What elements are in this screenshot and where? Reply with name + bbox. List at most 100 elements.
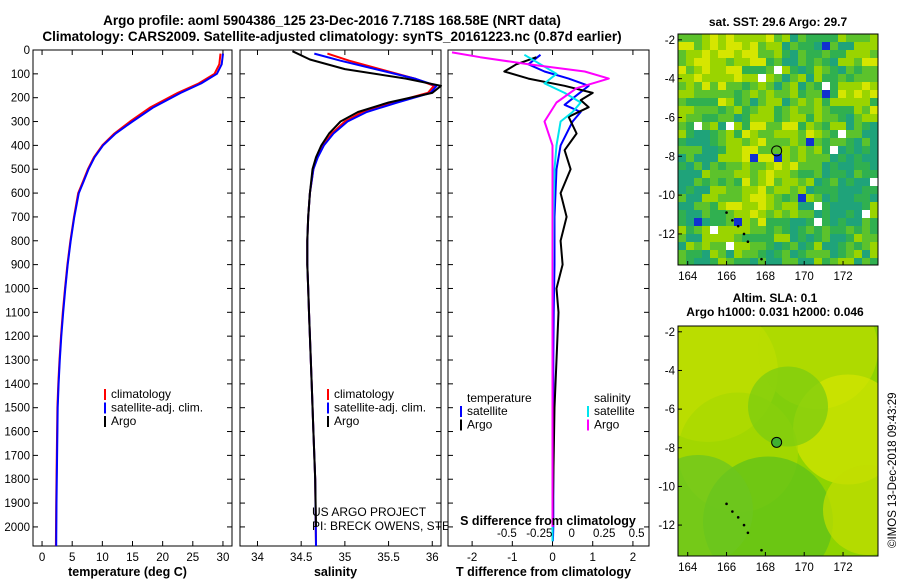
map-cell xyxy=(782,250,791,259)
map-cell xyxy=(742,210,751,219)
map-cell xyxy=(814,58,823,67)
map-cell xyxy=(870,170,878,179)
map-cell xyxy=(678,194,687,203)
map-cell xyxy=(718,210,727,219)
map-cell xyxy=(814,50,823,59)
map-cell xyxy=(742,106,751,115)
map-cell xyxy=(758,146,767,155)
map-cell xyxy=(862,90,871,99)
map-cell xyxy=(822,154,831,163)
map-y-tick-label: -4 xyxy=(665,365,676,377)
map-cell xyxy=(710,258,719,265)
map-cell xyxy=(838,50,847,59)
map-cell xyxy=(790,138,799,147)
map-cell xyxy=(774,90,783,99)
map-cell xyxy=(718,82,727,91)
map-cell xyxy=(734,234,743,243)
map-cell xyxy=(694,242,703,251)
map-cell xyxy=(830,74,839,83)
map-cell xyxy=(694,210,703,219)
x-tick-label: 36 xyxy=(426,552,439,564)
map-cell xyxy=(718,138,727,147)
map-cell xyxy=(782,90,791,99)
map-cell xyxy=(790,170,799,179)
map-cell xyxy=(750,234,759,243)
map-cell xyxy=(678,50,687,59)
x-axis-label: T difference from climatology xyxy=(456,565,631,579)
map-cell xyxy=(718,42,727,51)
map-cell xyxy=(774,130,783,139)
map-cell xyxy=(726,42,735,51)
map-x-tick-label: 172 xyxy=(833,271,852,283)
map-cell xyxy=(710,42,719,51)
map-cell xyxy=(870,42,878,51)
map-cell xyxy=(806,82,815,91)
map-cell xyxy=(854,186,863,195)
map-cell xyxy=(702,114,711,123)
map-cell xyxy=(734,98,743,107)
map-cell xyxy=(702,130,711,139)
map-cell xyxy=(862,58,871,67)
map-x-tick-label: 164 xyxy=(678,562,698,574)
argo-position-marker xyxy=(771,145,783,157)
map-cell xyxy=(758,218,767,227)
map-cell xyxy=(782,138,791,147)
map-cell xyxy=(718,98,727,107)
map-cell xyxy=(742,234,751,243)
map-cell xyxy=(726,106,735,115)
map-cell xyxy=(694,82,703,91)
map-cell xyxy=(854,146,863,155)
map-cell xyxy=(870,146,878,155)
map-cell xyxy=(806,218,815,227)
map-cell xyxy=(854,122,863,131)
map-cell xyxy=(782,210,791,219)
map-cell xyxy=(750,210,759,219)
map-cell xyxy=(862,98,871,107)
map-cell xyxy=(710,90,719,99)
map-blob xyxy=(823,465,878,555)
map-cell xyxy=(782,186,791,195)
map-cell xyxy=(814,258,823,265)
x-tick-label: 35 xyxy=(338,552,351,564)
map-cell xyxy=(750,66,759,75)
map-cell xyxy=(790,34,799,43)
map-cell xyxy=(846,186,855,195)
series-line-t-argo xyxy=(503,56,594,527)
map-cell xyxy=(822,74,831,83)
map-cell xyxy=(814,74,823,83)
sst-map-title: sat. SST: 29.6 Argo: 29.7 xyxy=(709,15,848,29)
map-cell xyxy=(798,178,807,187)
map-cell xyxy=(702,58,711,67)
map-cell xyxy=(806,42,815,51)
map-cell xyxy=(846,258,855,265)
map-cell xyxy=(702,66,711,75)
map-cell xyxy=(718,50,727,59)
map-cell xyxy=(798,122,807,131)
map-cell xyxy=(782,66,791,75)
map-cell xyxy=(710,234,719,243)
map-cell xyxy=(734,82,743,91)
map-cell xyxy=(766,250,775,259)
map-cell xyxy=(726,210,735,219)
map-cell xyxy=(734,170,743,179)
map-y-tick-label: -8 xyxy=(665,151,675,163)
map-cell xyxy=(822,138,831,147)
map-cell xyxy=(790,58,799,67)
map-cell xyxy=(710,170,719,179)
map-y-tick-label: -8 xyxy=(665,443,675,455)
x-tick-label: 10 xyxy=(96,552,109,564)
map-cell xyxy=(790,50,799,59)
map-cell xyxy=(862,258,871,265)
map-cell xyxy=(758,34,767,43)
map-cell xyxy=(694,234,703,243)
map-cell xyxy=(726,202,735,211)
map-cell xyxy=(782,82,791,91)
legend-title-salinity: salinity xyxy=(594,391,631,405)
map-cell xyxy=(718,66,727,75)
map-cell xyxy=(710,154,719,163)
map-cell xyxy=(814,114,823,123)
map-cell xyxy=(686,178,695,187)
title-line-1: Argo profile: aoml 5904386_125 23-Dec-20… xyxy=(103,13,561,28)
map-y-tick-label: -2 xyxy=(665,35,675,47)
map-cell xyxy=(806,210,815,219)
